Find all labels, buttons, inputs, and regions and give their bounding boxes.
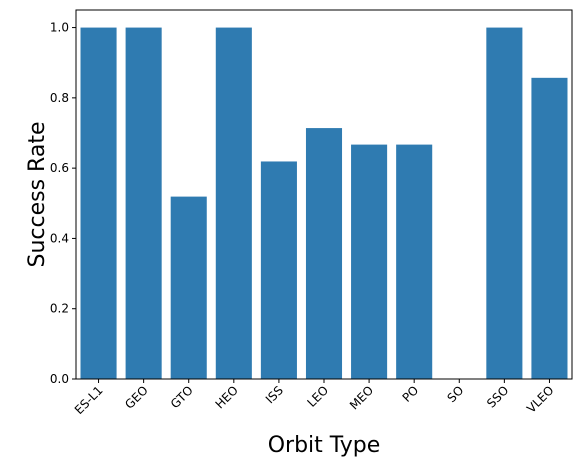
bar-leo [305,128,343,379]
y-tick-label: 0.2 [50,302,69,316]
x-tick-label: SSO [484,383,511,410]
bar-heo [215,27,252,379]
bars-group [80,27,568,379]
y-axis-title: Success Rate [25,122,50,268]
y-tick-label: 0.0 [50,372,69,386]
x-tick-label: PO [400,383,422,405]
x-tick-label: GEO [122,383,151,412]
x-tick-label: ES-L1 [72,383,106,417]
x-tick-label: MEO [347,383,376,412]
bar-iss [260,161,297,379]
y-tick-label: 0.6 [50,161,69,175]
x-tick-label: SO [444,383,466,405]
x-tick-label: VLEO [524,383,556,415]
bar-sso [486,27,523,379]
bar-vleo [531,77,568,379]
y-tick-label: 0.4 [50,231,69,245]
y-axis: 0.0 0.2 0.4 0.6 0.8 1.0 [50,21,76,386]
x-tick-label: LEO [304,383,331,410]
x-tick-label: ISS [263,383,286,406]
bar-es-l1 [80,27,117,379]
y-tick-label: 0.8 [50,91,69,105]
bar-gto [170,196,207,379]
y-tick-label: 1.0 [50,21,69,35]
bar-meo [351,144,388,379]
bar-po [396,144,433,379]
bar-geo [125,27,162,379]
x-axis-title: Orbit Type [268,433,381,458]
x-axis: ES-L1 GEO GTO HEO ISS LEO MEO PO SO SSO VLEO [72,379,557,417]
x-tick-label: HEO [213,383,241,411]
x-tick-label: GTO [168,383,196,411]
